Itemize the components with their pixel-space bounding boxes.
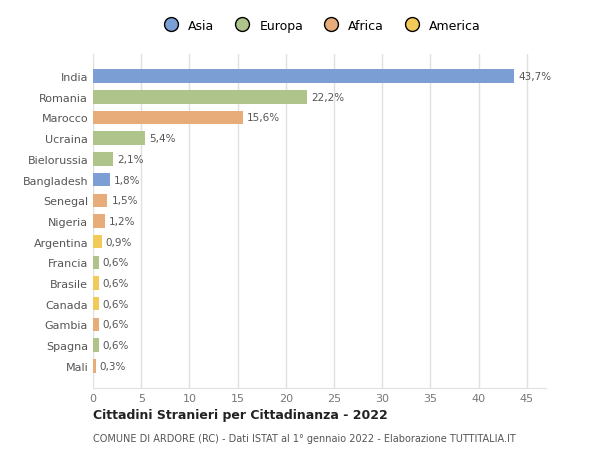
Text: 0,6%: 0,6% bbox=[103, 258, 129, 268]
Bar bbox=[93, 153, 113, 166]
Bar bbox=[93, 318, 99, 331]
Text: 0,6%: 0,6% bbox=[103, 279, 129, 288]
Text: 5,4%: 5,4% bbox=[149, 134, 175, 144]
Bar bbox=[93, 132, 145, 146]
Bar bbox=[93, 70, 514, 84]
Bar bbox=[93, 297, 99, 311]
Bar bbox=[93, 215, 104, 228]
Bar bbox=[93, 339, 99, 352]
Text: 0,3%: 0,3% bbox=[100, 361, 126, 371]
Text: 0,9%: 0,9% bbox=[106, 237, 132, 247]
Text: 2,1%: 2,1% bbox=[117, 155, 143, 164]
Text: 43,7%: 43,7% bbox=[518, 72, 551, 82]
Bar bbox=[93, 194, 107, 207]
Bar bbox=[93, 235, 101, 249]
Text: 15,6%: 15,6% bbox=[247, 113, 280, 123]
Bar bbox=[93, 174, 110, 187]
Legend: Asia, Europa, Africa, America: Asia, Europa, Africa, America bbox=[153, 15, 486, 38]
Bar bbox=[93, 256, 99, 269]
Text: 0,6%: 0,6% bbox=[103, 341, 129, 350]
Bar bbox=[93, 277, 99, 290]
Text: COMUNE DI ARDORE (RC) - Dati ISTAT al 1° gennaio 2022 - Elaborazione TUTTITALIA.: COMUNE DI ARDORE (RC) - Dati ISTAT al 1°… bbox=[93, 433, 516, 442]
Text: 1,8%: 1,8% bbox=[114, 175, 141, 185]
Text: 1,2%: 1,2% bbox=[109, 217, 135, 226]
Text: 1,5%: 1,5% bbox=[112, 196, 138, 206]
Bar bbox=[93, 359, 96, 373]
Text: 0,6%: 0,6% bbox=[103, 320, 129, 330]
Bar bbox=[93, 91, 307, 104]
Text: 22,2%: 22,2% bbox=[311, 93, 344, 102]
Text: 0,6%: 0,6% bbox=[103, 299, 129, 309]
Bar bbox=[93, 112, 244, 125]
Text: Cittadini Stranieri per Cittadinanza - 2022: Cittadini Stranieri per Cittadinanza - 2… bbox=[93, 408, 388, 421]
